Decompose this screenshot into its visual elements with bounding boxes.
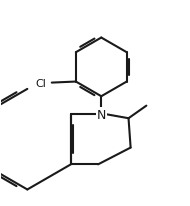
Text: Cl: Cl <box>36 78 47 88</box>
Text: N: N <box>97 108 106 121</box>
